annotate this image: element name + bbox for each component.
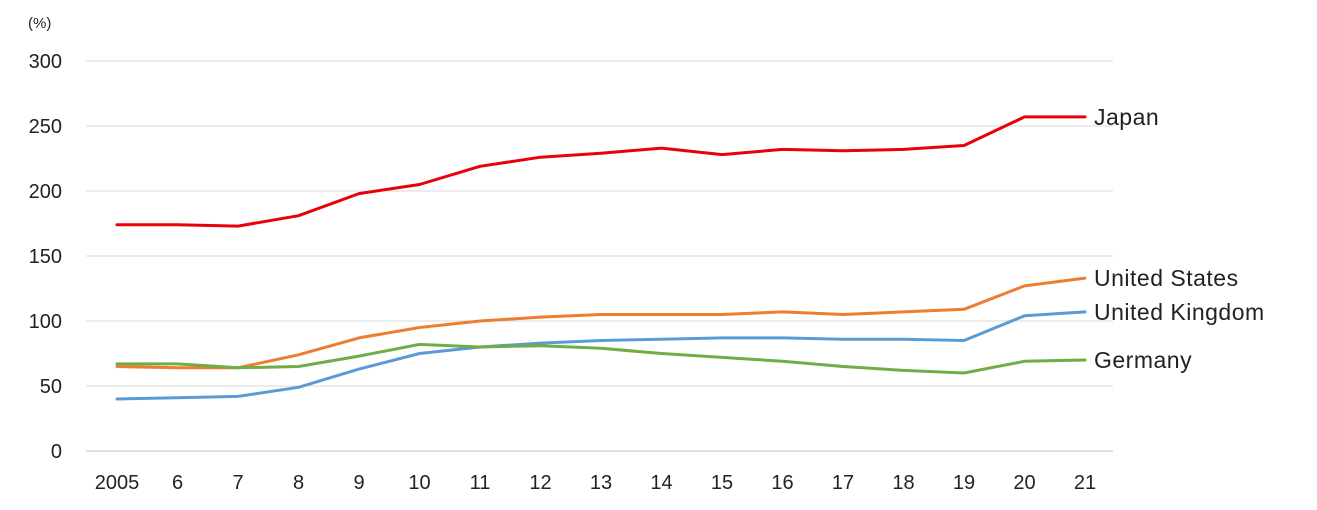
x-tick-label: 21 <box>1074 472 1096 494</box>
series-line-germany <box>115 342 1087 375</box>
y-axis-ticks: 0 50 100 150 200 250 300 <box>29 51 62 463</box>
x-tick-label: 12 <box>529 472 551 494</box>
x-tick-label: 20 <box>1013 472 1035 494</box>
y-unit-label: (%) <box>28 15 51 32</box>
series-labels: Japan United States United Kingdom Germany <box>1094 104 1265 373</box>
y-tick-label: 0 <box>51 441 62 463</box>
x-tick-label: 16 <box>771 472 793 494</box>
series-lines <box>115 115 1087 401</box>
gridlines <box>86 60 1113 452</box>
y-tick-label: 100 <box>29 311 62 333</box>
x-tick-label: 9 <box>353 472 364 494</box>
x-tick-label: 11 <box>470 472 491 494</box>
series-line-japan <box>115 115 1087 228</box>
x-tick-label: 10 <box>408 472 430 494</box>
x-tick-label: 19 <box>953 472 975 494</box>
x-tick-label: 6 <box>172 472 183 494</box>
series-line-united-states <box>115 276 1087 370</box>
x-tick-label: 8 <box>293 472 304 494</box>
y-tick-label: 300 <box>29 51 62 73</box>
x-tick-label: 7 <box>232 472 243 494</box>
y-tick-label: 200 <box>29 181 62 203</box>
x-tick-label: 2005 <box>95 472 140 494</box>
y-tick-label: 250 <box>29 116 62 138</box>
series-label-united-kingdom: United Kingdom <box>1094 299 1265 325</box>
x-tick-label: 14 <box>650 472 672 494</box>
series-label-united-states: United States <box>1094 265 1239 291</box>
series-line-united-kingdom <box>115 310 1087 401</box>
x-tick-label: 15 <box>711 472 733 494</box>
series-label-japan: Japan <box>1094 104 1159 130</box>
y-tick-label: 150 <box>29 246 62 268</box>
x-tick-label: 18 <box>892 472 914 494</box>
x-tick-label: 17 <box>832 472 854 494</box>
y-tick-label: 50 <box>40 376 62 398</box>
series-label-germany: Germany <box>1094 347 1192 373</box>
x-tick-label: 13 <box>590 472 612 494</box>
x-axis-ticks: 2005 6 7 8 9 10 11 12 13 14 15 16 17 18 19 20 21 <box>95 472 1096 494</box>
